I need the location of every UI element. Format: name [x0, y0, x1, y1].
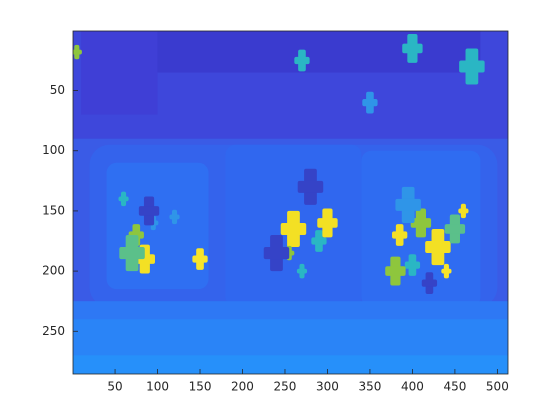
image-region: [81, 31, 158, 115]
y-tick-label: 200: [42, 264, 65, 278]
image-region: [73, 355, 508, 374]
image-region: [425, 241, 451, 254]
image-region: [118, 196, 129, 202]
image-region: [119, 247, 145, 260]
image-region: [404, 261, 421, 269]
x-tick-label: 400: [401, 380, 424, 394]
image-region: [444, 224, 466, 234]
x-tick-label: 100: [146, 380, 169, 394]
y-tick-label: 250: [42, 324, 65, 338]
image-region: [280, 222, 307, 235]
axes-box: [72, 30, 509, 375]
image-region: [410, 218, 432, 228]
image-region: [421, 279, 438, 287]
x-tick-label: 200: [231, 380, 254, 394]
x-tick-label: 500: [486, 380, 509, 394]
image-region: [402, 43, 423, 54]
image-region: [385, 266, 406, 276]
x-tick-label: 300: [316, 380, 339, 394]
x-tick-label: 150: [189, 380, 212, 394]
image-region: [138, 206, 160, 216]
image-region: [297, 180, 324, 193]
image-region: [441, 268, 452, 274]
image-region: [311, 237, 327, 245]
image-region: [294, 56, 310, 65]
y-tick-label: 100: [42, 143, 65, 157]
image-region: [395, 198, 421, 211]
image-region: [192, 255, 208, 263]
image-region: [296, 268, 308, 274]
image-region: [362, 98, 378, 107]
y-tick-label: 50: [50, 83, 65, 97]
y-tick-label: 150: [42, 203, 65, 217]
image-region: [263, 247, 290, 260]
x-tick-label: 450: [443, 380, 466, 394]
image: [73, 31, 508, 374]
x-tick-label: 250: [274, 380, 297, 394]
image-region: [110, 31, 481, 73]
image-region: [459, 60, 485, 73]
x-tick-label: 50: [107, 380, 122, 394]
image-region: [73, 49, 82, 55]
x-tick-label: 350: [358, 380, 381, 394]
image-region: [317, 218, 338, 228]
image-region: [169, 214, 180, 220]
image-region: [106, 162, 209, 290]
image-region: [392, 231, 408, 239]
image-region: [458, 208, 469, 214]
